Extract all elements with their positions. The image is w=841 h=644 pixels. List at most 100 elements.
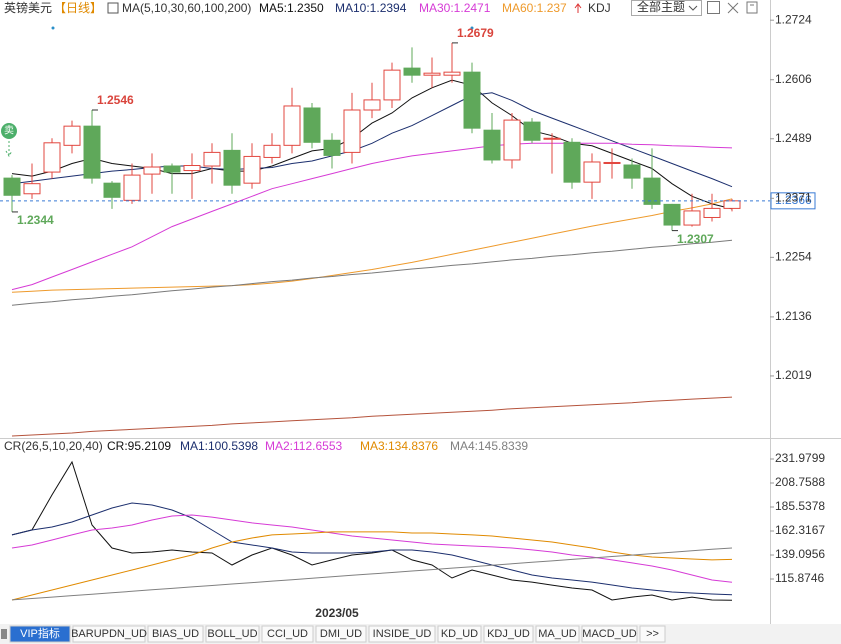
candle-body: [243, 155, 261, 184]
period: 【日线】: [54, 1, 102, 15]
tab-label[interactable]: CCI_UD: [267, 628, 308, 640]
sell-signal: [1, 123, 17, 139]
tab-label[interactable]: INSIDE_UD: [373, 628, 432, 640]
y-tick-label: 1.2254: [775, 250, 812, 264]
tab[interactable]: [368, 625, 436, 643]
candle-body: [463, 71, 481, 129]
ma-line: [11, 502, 733, 596]
candle-body: [183, 165, 201, 172]
theme-button-label[interactable]: 全部主题: [637, 0, 685, 14]
grid-icon[interactable]: [707, 1, 720, 14]
indicator-name: MA(5,10,30,60,100,200): [122, 1, 251, 15]
y-tick-label: 1.2371: [775, 190, 812, 204]
marker-dot: [470, 26, 474, 30]
candle-body: [623, 164, 641, 179]
legend-entry: MA4:145.8339: [450, 439, 528, 453]
tab[interactable]: [639, 625, 666, 643]
symbol-title: 英镑美元: [4, 0, 52, 15]
kdj-label[interactable]: KDJ: [588, 1, 611, 15]
x-tick-label: 2023/05: [315, 606, 359, 620]
y-tick-label: 115.8746: [775, 571, 824, 585]
candle-body: [563, 141, 581, 183]
candle-body: [523, 121, 541, 141]
candle-body: [703, 207, 721, 218]
tab-label[interactable]: MACD_UD: [582, 628, 636, 640]
tab-bar-icon[interactable]: [1, 629, 7, 639]
candle-body: [283, 105, 301, 146]
cross-icon[interactable]: [727, 2, 739, 14]
candle-body: [583, 161, 601, 183]
candle-body: [23, 183, 41, 195]
candle-body: [123, 174, 141, 201]
tab-label[interactable]: BIAS_UD: [152, 628, 199, 640]
tab[interactable]: [437, 625, 482, 643]
tab[interactable]: [315, 625, 367, 643]
tab-label[interactable]: BOLL_UD: [207, 628, 257, 640]
candle-body: [723, 200, 741, 209]
y-tick-label: 1.2724: [775, 12, 812, 26]
ma-line: [11, 396, 733, 437]
candle-body: [443, 71, 461, 76]
candle-body: [343, 109, 361, 153]
candle-body: [83, 125, 101, 179]
tab[interactable]: [535, 625, 580, 643]
candle-body: [143, 166, 161, 175]
tab-label[interactable]: DMI_UD: [320, 628, 362, 640]
ma-line: [11, 198, 733, 293]
ma-line: [11, 514, 733, 583]
indicator-icon[interactable]: [107, 2, 119, 14]
y-tick-label: 162.3167: [775, 523, 825, 537]
sub-title: CR(26,5,10,20,40): [4, 439, 103, 453]
last-price-label: 1.2366: [775, 193, 812, 207]
low-label: 1.2344: [17, 213, 54, 227]
ma-line: [11, 531, 733, 601]
y-tick-label: 1.2489: [775, 131, 812, 145]
ma-line: [11, 547, 733, 601]
candle-body: [483, 129, 501, 161]
tab-label[interactable]: BARUPDN_UD: [71, 628, 147, 640]
legend-entry: MA5:1.2350: [259, 1, 324, 15]
candle-body: [603, 161, 621, 164]
kdj-arrow: [574, 3, 582, 13]
tab[interactable]: [9, 625, 71, 643]
theme-button[interactable]: [631, 0, 702, 16]
candle-body: [3, 177, 21, 196]
ma-line: [11, 142, 733, 291]
tab[interactable]: [72, 625, 146, 643]
tab-label[interactable]: KDJ_UD: [487, 628, 530, 640]
tab[interactable]: [261, 625, 314, 643]
legend-entry: MA2:112.6553: [265, 439, 342, 453]
candle-body: [403, 67, 421, 76]
legend-entry: CR:95.2109: [107, 439, 171, 453]
legend-entry: MA1:100.5398: [180, 439, 258, 453]
low-label: 1.2307: [677, 232, 714, 246]
tab[interactable]: [581, 625, 638, 643]
candle-body: [223, 149, 241, 186]
tab-label[interactable]: MA_UD: [538, 628, 577, 640]
candle-body: [663, 203, 681, 226]
candle-body: [43, 142, 61, 173]
y-tick-label: 208.7588: [775, 475, 825, 489]
tab-label[interactable]: >>: [646, 628, 659, 640]
y-tick-label: 1.2606: [775, 72, 812, 86]
window-icon[interactable]: [746, 1, 758, 14]
tab-label[interactable]: KD_UD: [441, 628, 478, 640]
candle-body: [303, 107, 321, 143]
tab[interactable]: [147, 625, 204, 643]
tab[interactable]: [483, 625, 534, 643]
y-tick-label: 139.0956: [775, 547, 825, 561]
candle-body: [683, 210, 701, 226]
sell-signal-text: 卖: [4, 125, 14, 137]
legend-entry: MA30:1.2471: [419, 1, 491, 15]
y-tick-label: 231.9799: [775, 451, 825, 465]
marker-dot: [51, 26, 55, 30]
tab-label[interactable]: VIP指标: [20, 626, 60, 640]
y-tick-label: 185.5378: [775, 499, 825, 513]
candle-body: [163, 165, 181, 173]
y-tick-label: 1.2019: [775, 368, 812, 382]
legend-entry: MA60:1.237: [502, 1, 567, 15]
legend-entry: MA10:1.2394: [335, 1, 407, 15]
tab[interactable]: [205, 625, 260, 643]
candle-body: [323, 139, 341, 156]
candle-body: [423, 72, 441, 76]
